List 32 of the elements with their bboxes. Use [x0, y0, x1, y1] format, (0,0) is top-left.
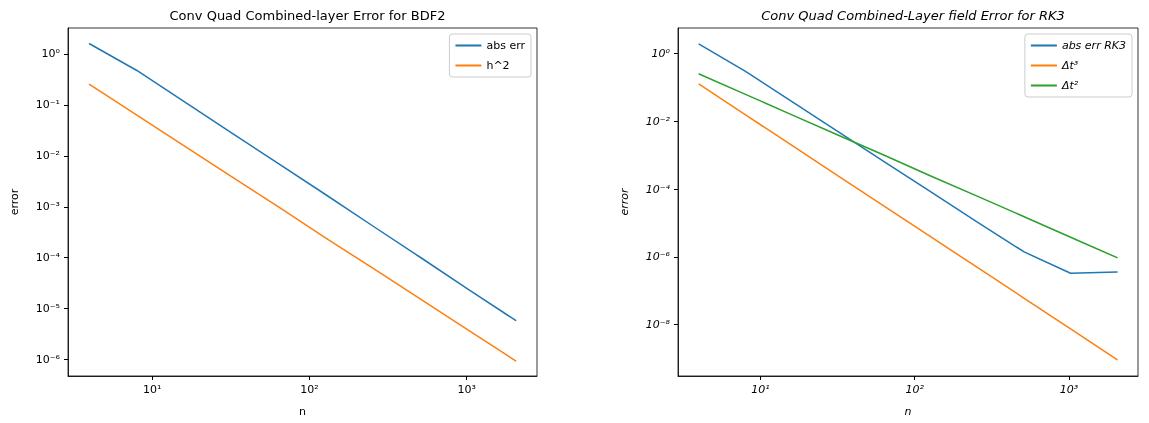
y-axis-title: error — [618, 187, 631, 216]
x-axis-title: n — [904, 405, 912, 418]
x-tick-label: 10³ — [1059, 383, 1079, 396]
x-tick-label: 10² — [905, 383, 925, 396]
legend-label: abs err — [486, 39, 526, 52]
x-tick-label: 10³ — [457, 383, 476, 396]
y-tick-label: 10⁻⁸ — [645, 318, 671, 332]
y-tick-label: 10⁻¹ — [35, 98, 60, 112]
line-series — [88, 83, 517, 362]
y-tick-label: 10⁻⁶ — [35, 353, 61, 367]
y-tick-label: 10⁻⁶ — [645, 250, 671, 264]
y-tick-label: 10⁰ — [41, 47, 61, 61]
chart-title: Conv Quad Combined-layer Error for BDF2 — [169, 8, 446, 23]
x-tick-label: 10¹ — [142, 383, 162, 396]
y-tick-label: 10⁻⁵ — [35, 302, 60, 316]
y-tick-label: 10⁻² — [645, 114, 671, 128]
legend-label: h^2 — [486, 59, 510, 72]
legend-label: Δt² — [1060, 79, 1079, 92]
y-tick-label: 10⁻³ — [35, 200, 60, 214]
x-tick-label: 10¹ — [751, 383, 770, 396]
line-series — [698, 73, 1118, 259]
line-series — [698, 83, 1118, 361]
y-tick-label: 10⁻² — [35, 149, 60, 163]
y-tick-label: 10⁰ — [651, 47, 671, 61]
x-tick-label: 10² — [300, 383, 319, 396]
legend-label: abs err RK3 — [1061, 39, 1127, 52]
y-tick-label: 10⁻⁴ — [645, 182, 671, 196]
chart-title: Conv Quad Combined-Layer field Error for RK3 — [761, 8, 1065, 23]
x-axis-title: n — [299, 405, 307, 418]
legend-label: Δt³ — [1060, 59, 1079, 72]
y-tick-label: 10⁻⁴ — [35, 251, 61, 265]
y-axis-title: error — [8, 188, 21, 216]
